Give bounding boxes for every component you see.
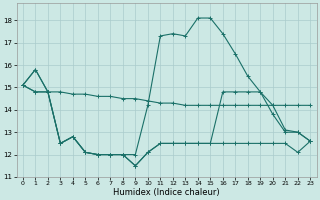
X-axis label: Humidex (Indice chaleur): Humidex (Indice chaleur)	[113, 188, 220, 197]
